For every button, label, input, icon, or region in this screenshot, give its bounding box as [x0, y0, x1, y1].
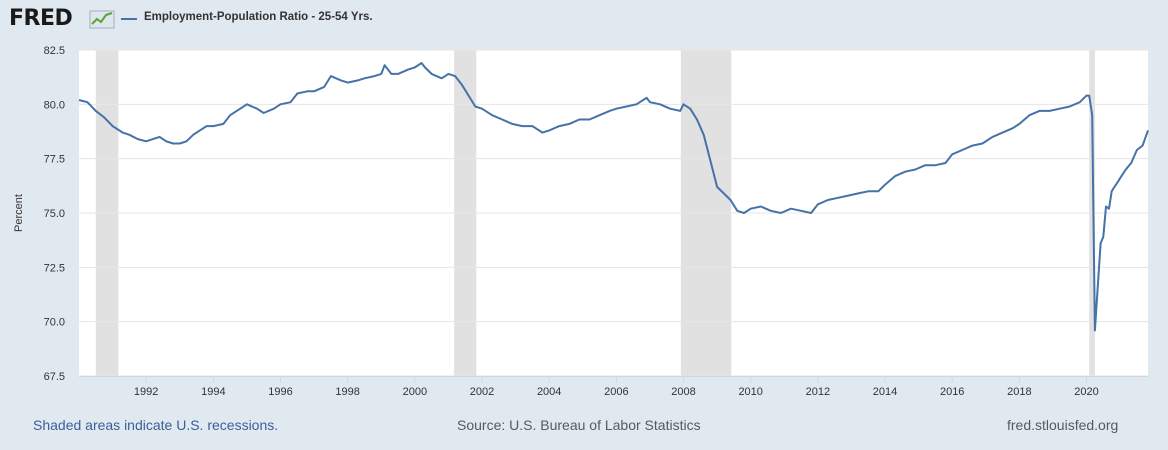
x-tick-label: 2000: [403, 386, 427, 398]
x-tick-label: 2018: [1007, 386, 1031, 398]
x-axis-ticks: 1992 1994 1996 1998 2000 2002 2004 2006 2008 2010…: [134, 376, 1099, 398]
legend-swatch: [121, 18, 137, 20]
y-tick-label: 70.0: [44, 317, 65, 329]
legend-label: Employment-Population Ratio - 25-54 Yrs.: [144, 11, 373, 23]
x-tick-label: 2010: [738, 386, 762, 398]
x-tick-label: 1992: [134, 386, 158, 398]
y-axis-ticks: 67.5 70.0 72.5 75.0 77.5 80.0 82.5: [44, 45, 65, 383]
y-tick-label: 77.5: [44, 154, 65, 166]
x-tick-label: 2020: [1074, 386, 1098, 398]
chart-area[interactable]: 1992 1994 1996 1998 2000 2002 2004 2006 2008 2010…: [0, 0, 1168, 410]
y-tick-label: 67.5: [44, 371, 65, 383]
y-axis-label: Percent: [13, 194, 25, 232]
chart-header: FRED Employment-Population Ratio - 25-54…: [0, 0, 1168, 44]
x-tick-label: 2016: [940, 386, 964, 398]
x-tick-label: 1998: [335, 386, 359, 398]
x-tick-label: 2008: [671, 386, 695, 398]
source-note: Source: U.S. Bureau of Labor Statistics: [457, 417, 701, 433]
recession-note-link[interactable]: Shaded areas indicate U.S. recessions.: [33, 417, 279, 433]
y-tick-label: 75.0: [44, 208, 65, 220]
grid-lines: [79, 49, 1148, 377]
y-tick-label: 72.5: [44, 262, 65, 274]
chart-footer: Shaded areas indicate U.S. recessions. S…: [0, 410, 1168, 450]
y-tick-label: 82.5: [44, 45, 65, 57]
x-tick-label: 2004: [537, 386, 561, 398]
line-graph-icon: [89, 10, 115, 29]
series-line: [78, 62, 1149, 332]
x-tick-label: 2012: [806, 386, 830, 398]
x-tick-label: 2014: [873, 386, 897, 398]
x-tick-label: 2002: [470, 386, 494, 398]
x-tick-label: 2006: [604, 386, 628, 398]
fred-logo[interactable]: FRED: [9, 6, 73, 31]
x-tick-label: 1996: [268, 386, 292, 398]
series-layer: [78, 62, 1149, 332]
x-tick-label: 1994: [201, 386, 225, 398]
site-link[interactable]: fred.stlouisfed.org: [1007, 417, 1119, 433]
y-tick-label: 80.0: [44, 99, 65, 111]
